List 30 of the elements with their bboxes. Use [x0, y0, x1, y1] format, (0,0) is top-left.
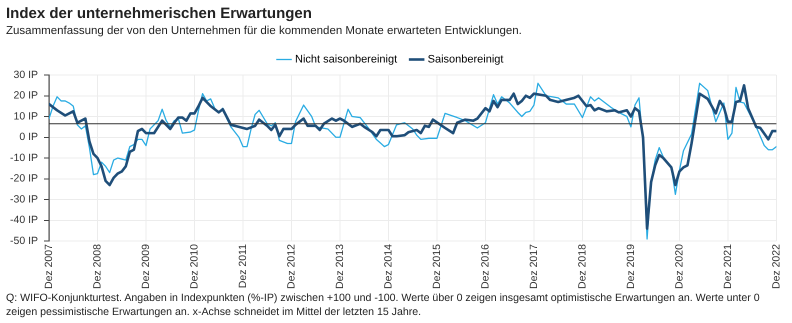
chart-subtitle: Zusammenfassung der von den Unternehmen für die kommenden Monate erwarteten Entwicklungen. [6, 25, 522, 37]
x-tick-label: Dez 2013 [334, 244, 346, 290]
x-tick-label: Dez 2012 [285, 244, 298, 290]
y-tick-label: -30 IP [10, 193, 38, 206]
x-tick-label: Dez 2010 [188, 244, 200, 290]
x-tick-label: Dez 2021 [722, 244, 734, 290]
y-tick-label: -50 IP [10, 234, 38, 247]
x-tick-label: Dez 2017 [528, 244, 540, 290]
x-tick-label: Dez 2011 [236, 244, 249, 288]
x-tick-label: Dez 2014 [382, 244, 394, 290]
y-tick-label: 20 IP [13, 90, 38, 102]
x-tick-label: Dez 2009 [140, 244, 152, 290]
x-tick-label: Dez 2007 [42, 244, 55, 290]
y-tick-label: -40 IP [10, 214, 38, 226]
x-tick-label: Dez 2020 [673, 244, 686, 290]
y-tick-label: 0 IP [19, 131, 38, 144]
x-tick-label: Dez 2015 [430, 244, 443, 290]
x-tick-label: Dez 2018 [576, 244, 588, 290]
y-tick-label: 30 IP [13, 68, 38, 81]
x-tick-label: Dez 2022 [770, 244, 782, 290]
y-tick-label: -10 IP [10, 152, 38, 164]
x-tick-label: Dez 2008 [91, 244, 104, 290]
y-tick-label: 10 IP [13, 110, 38, 122]
x-tick-label: Dez 2016 [479, 244, 492, 290]
legend-label: Nicht saisonbereinigt [295, 54, 398, 66]
x-tick-label: Dez 2019 [624, 244, 637, 290]
y-tick-label: -20 IP [10, 172, 38, 185]
chart-title: Index der unternehmerischen Erwartungen [6, 5, 312, 22]
text: Q: WIFO-Konjunkturtest. Angaben in Indexpunkten (%-IP) zwischen +100 und -100. Werte über 0 zeigen insgesamt optimistische Erwartungen an. Werte unter 0 zeigen pessimistische Erwartungen an. x-Achse schneidet im Mittel der letzten 15 Jahre. [6, 291, 761, 319]
legend-label: Saisonbereinigt [428, 54, 504, 66]
